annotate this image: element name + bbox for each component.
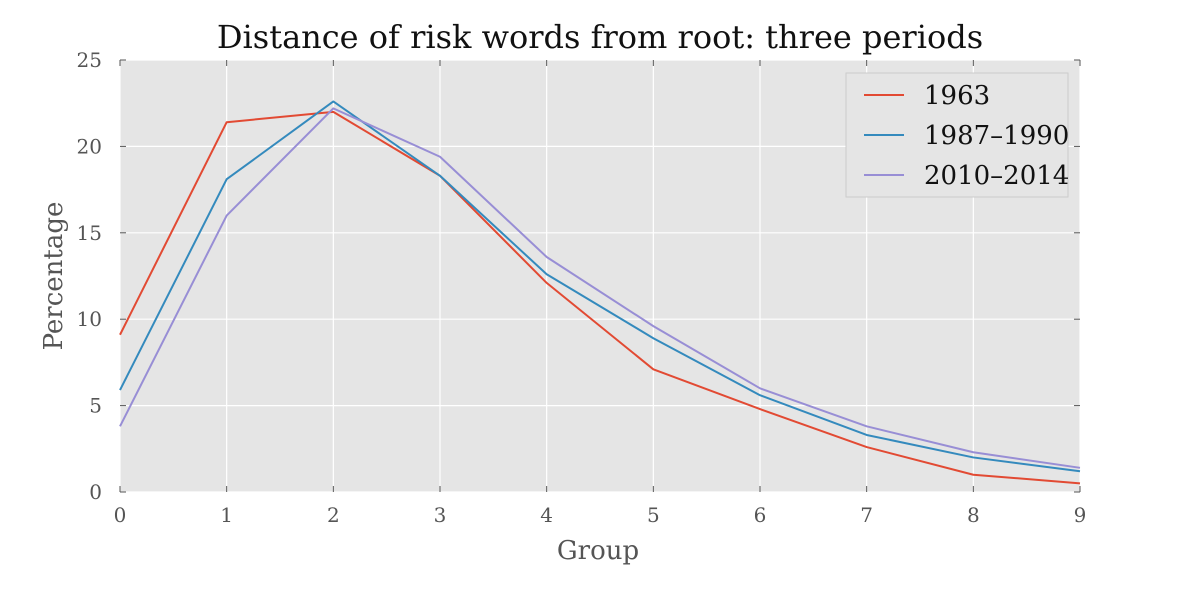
x-tick-label: 5 [647, 503, 660, 527]
series-line-2 [119, 107, 1081, 469]
x-tick-label: 7 [860, 503, 873, 527]
y-tick-label: 15 [77, 221, 102, 245]
x-tick-label: 2 [327, 503, 340, 527]
x-tick-label: 4 [540, 503, 553, 527]
x-axis-label: Group [557, 536, 639, 566]
axis-ticks [119, 59, 1081, 493]
chart-title: Distance of risk words from root: three … [217, 18, 983, 56]
legend-label-2: 2010–2014 [924, 161, 1069, 191]
legend-label-0: 1963 [924, 81, 990, 111]
y-axis-label: Percentage [39, 202, 69, 351]
y-tick-label: 0 [89, 480, 102, 504]
x-tick-label: 3 [434, 503, 447, 527]
series-line-1 [119, 100, 1081, 473]
y-tick-label: 10 [77, 307, 102, 331]
x-tick-label: 1 [220, 503, 233, 527]
y-tick-label: 25 [77, 48, 102, 72]
series-line-0 [119, 110, 1081, 485]
y-tick-label: 5 [89, 394, 102, 418]
x-tick-label: 8 [967, 503, 980, 527]
y-tick-label: 20 [77, 134, 102, 158]
legend: 1963 1987–1990 2010–2014 [845, 72, 1069, 198]
x-tick-label: 0 [114, 503, 127, 527]
x-tick-label: 9 [1074, 503, 1087, 527]
x-tick-label: 6 [754, 503, 767, 527]
series-lines [119, 100, 1081, 485]
legend-label-1: 1987–1990 [924, 121, 1069, 151]
tick-labels: 0 1 2 3 4 5 6 7 8 9 0 5 10 15 20 25 [77, 48, 1087, 527]
